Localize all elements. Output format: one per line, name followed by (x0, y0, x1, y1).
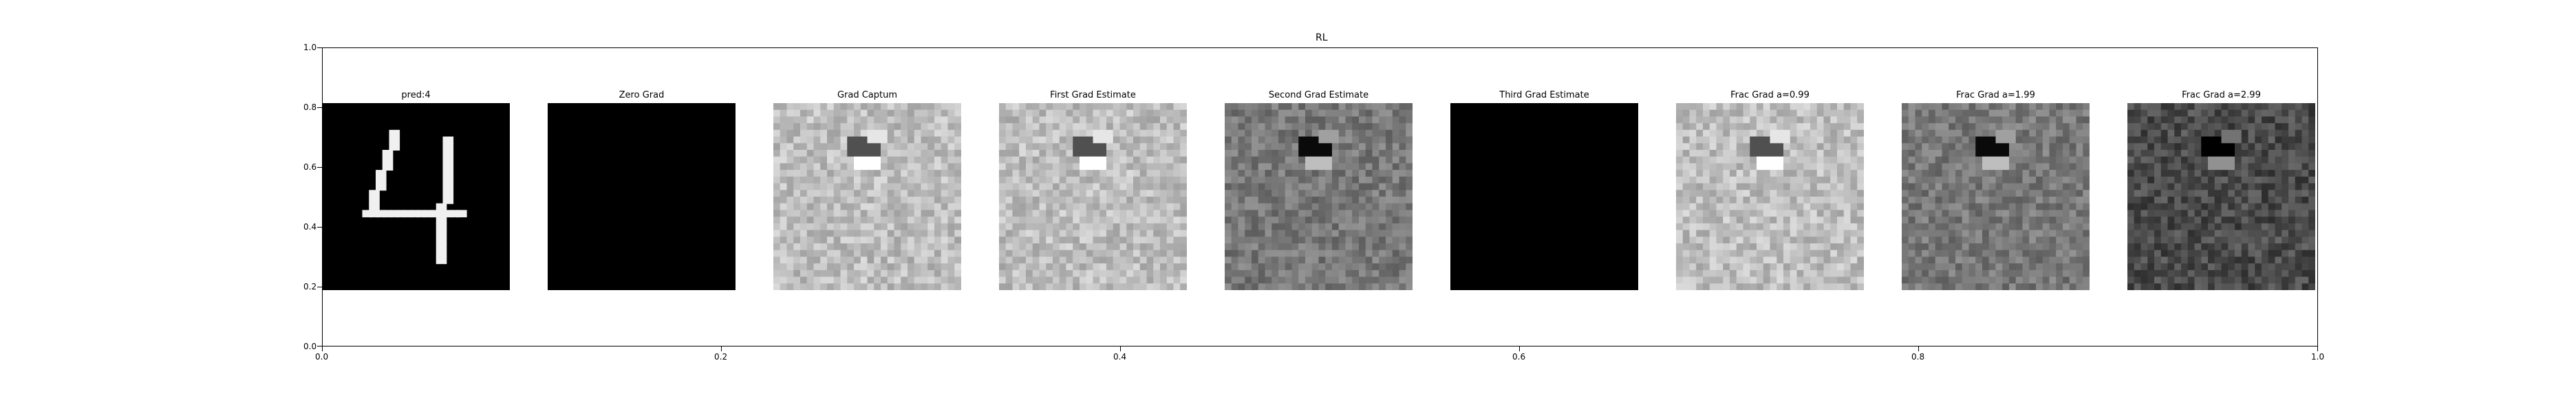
y-tick-mark (317, 107, 322, 108)
x-tick-mark (1120, 346, 1121, 351)
panel-image (1902, 103, 2090, 290)
y-tick-label: 0.2 (303, 282, 317, 292)
y-tick-label: 1.0 (303, 43, 317, 52)
panel-image (1676, 103, 1864, 290)
y-tick-label: 0.6 (303, 162, 317, 172)
panel-title: Zero Grad (619, 90, 665, 100)
image-svg (2127, 103, 2315, 290)
y-tick-label: 0.8 (303, 102, 317, 112)
x-tick-mark (322, 346, 323, 351)
panel-title: Frac Grad a=2.99 (2182, 90, 2261, 100)
image-svg (999, 103, 1187, 290)
x-tick-label: 0.0 (315, 352, 329, 362)
x-tick-label: 1.0 (2311, 352, 2325, 362)
x-tick-mark (2317, 346, 2318, 351)
panel-image (999, 103, 1187, 290)
x-tick-mark (1519, 346, 1520, 351)
y-tick-label: 0.4 (303, 222, 317, 232)
x-tick-mark (721, 346, 722, 351)
image-svg (548, 103, 736, 290)
panel-image (1225, 103, 1413, 290)
x-tick-label: 0.4 (1113, 352, 1127, 362)
panel-image (773, 103, 961, 290)
figure-title: RL (1316, 32, 1328, 43)
x-tick-label: 0.8 (1911, 352, 1925, 362)
image-svg (1450, 103, 1638, 290)
y-tick-label: 0.0 (303, 342, 317, 351)
x-tick-label: 0.6 (1512, 352, 1526, 362)
image-svg (322, 103, 510, 290)
panel-title: Frac Grad a=0.99 (1730, 90, 1810, 100)
panel-image (548, 103, 736, 290)
y-tick-mark (317, 47, 322, 48)
panel-title: Second Grad Estimate (1268, 90, 1369, 100)
image-svg (1676, 103, 1864, 290)
panel-title: Grad Captum (837, 90, 898, 100)
y-tick-mark (317, 167, 322, 168)
x-tick-mark (1918, 346, 1919, 351)
x-tick-label: 0.2 (714, 352, 728, 362)
panel-image (322, 103, 510, 290)
image-svg (773, 103, 961, 290)
panel-title: Frac Grad a=1.99 (1956, 90, 2035, 100)
panel-image (1450, 103, 1638, 290)
y-tick-mark (317, 227, 322, 228)
panel-title: First Grad Estimate (1050, 90, 1136, 100)
panel-title: Third Grad Estimate (1499, 90, 1589, 100)
image-svg (1902, 103, 2090, 290)
panel-title: pred:4 (401, 90, 431, 100)
panel-image (2127, 103, 2315, 290)
image-svg (1225, 103, 1413, 290)
